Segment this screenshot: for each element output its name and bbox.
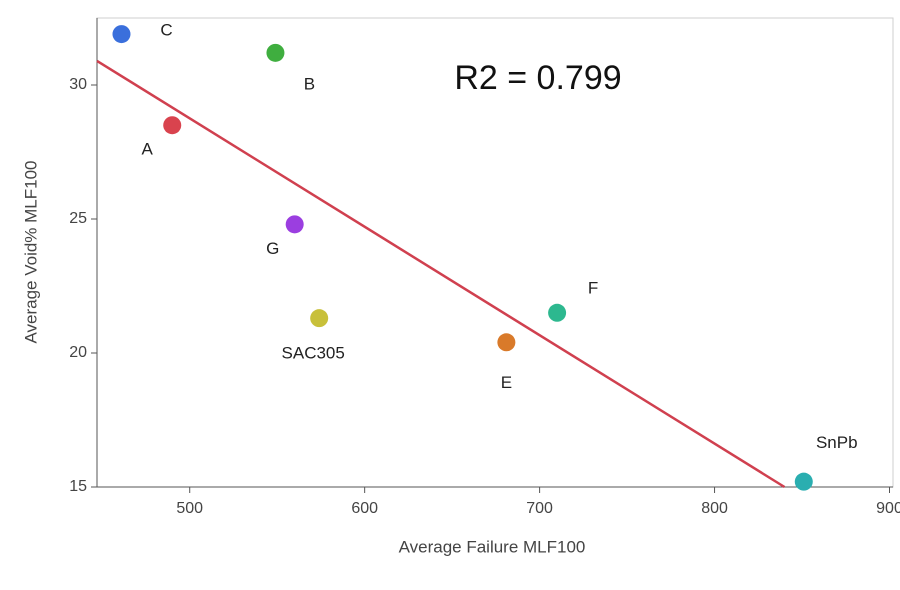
point bbox=[285, 215, 304, 234]
y-tick-label: 30 bbox=[69, 76, 87, 93]
point bbox=[310, 309, 329, 328]
point-label: C bbox=[160, 21, 172, 40]
x-axis-title: Average Failure MLF100 bbox=[399, 537, 586, 556]
point-label: F bbox=[588, 278, 598, 297]
y-tick-label: 25 bbox=[69, 210, 87, 227]
trend-line bbox=[96, 59, 786, 489]
point bbox=[794, 472, 813, 491]
point-label: A bbox=[142, 140, 154, 159]
point bbox=[112, 25, 131, 44]
y-tick-label: 20 bbox=[69, 344, 87, 361]
x-tick-label: 800 bbox=[701, 500, 728, 517]
y-axis-title: Average Void% MLF100 bbox=[21, 160, 40, 343]
point-label: SnPb bbox=[816, 433, 858, 452]
point bbox=[163, 116, 182, 135]
point-label: SAC305 bbox=[282, 344, 345, 363]
x-tick-label: 700 bbox=[526, 500, 553, 517]
point bbox=[548, 303, 567, 322]
plot-area bbox=[96, 17, 894, 488]
point bbox=[497, 333, 516, 352]
x-tick-label: 600 bbox=[351, 500, 378, 517]
point-label: B bbox=[304, 74, 315, 93]
x-tick-label: 900 bbox=[876, 500, 900, 517]
x-tick-label: 500 bbox=[176, 500, 203, 517]
y-tick-label: 15 bbox=[69, 478, 87, 495]
point-label: G bbox=[266, 239, 279, 258]
point bbox=[266, 43, 285, 62]
point-label: E bbox=[501, 373, 512, 392]
annotation: R2 = 0.799 bbox=[454, 59, 621, 97]
